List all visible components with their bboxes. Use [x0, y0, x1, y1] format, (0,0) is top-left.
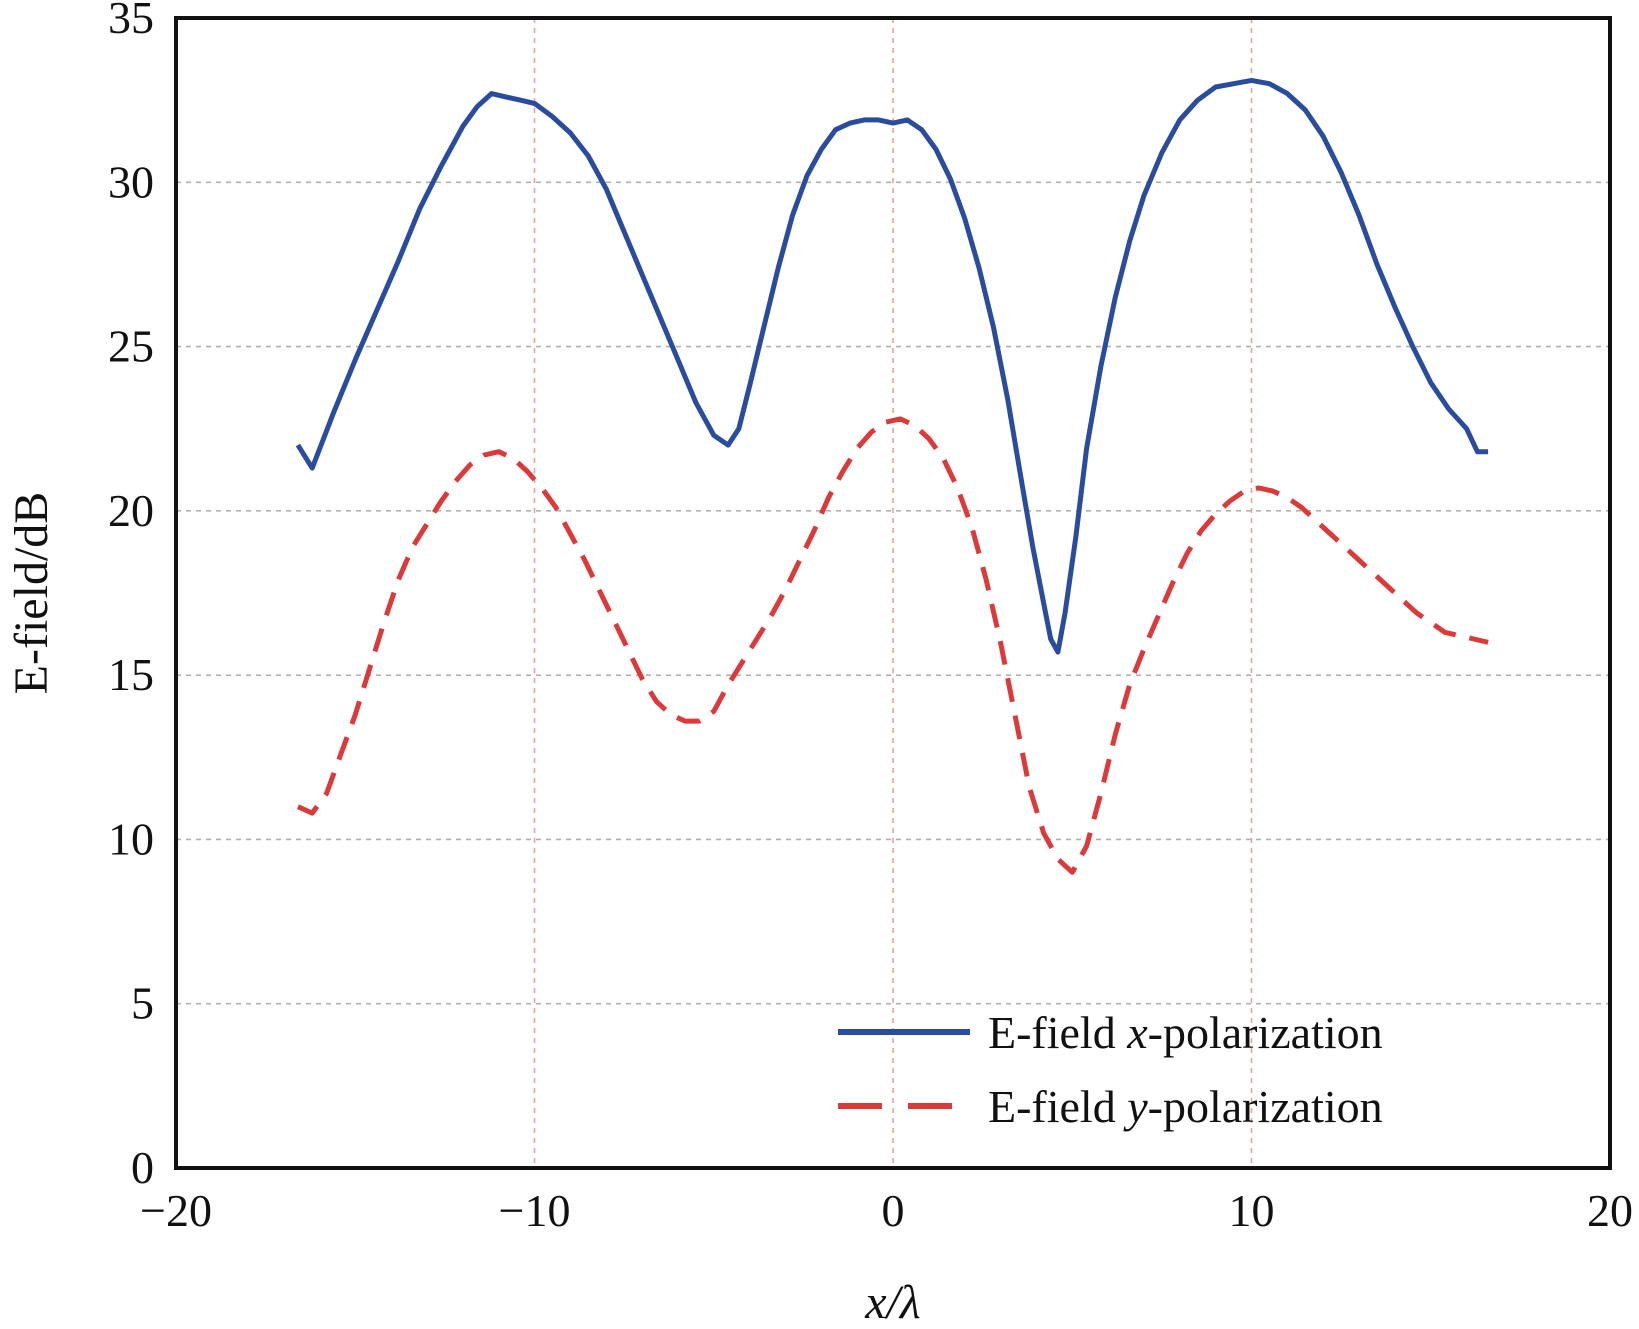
y-tick-label: 30 — [108, 156, 154, 207]
y-tick-label: 15 — [108, 649, 154, 700]
y-tick-label: 5 — [131, 978, 154, 1029]
legend-prefix: E-field — [988, 1081, 1127, 1132]
legend-variable: y — [1123, 1081, 1148, 1132]
series-line-y-polarization — [296, 416, 1489, 875]
x-tick-label: 0 — [882, 1185, 905, 1236]
legend-variable: x — [1126, 1007, 1148, 1058]
series-line-x-polarization — [295, 77, 1489, 655]
tick-labels: −20 −10 0 10 20 0 5 10 15 20 25 30 35 — [108, 0, 1633, 1236]
grid — [176, 18, 1610, 1168]
y-axis-title: E-field/dB — [5, 492, 58, 695]
legend-suffix: -polarization — [1148, 1081, 1383, 1132]
x-tick-label: −20 — [140, 1185, 212, 1236]
y-tick-label: 0 — [131, 1142, 154, 1193]
series-layer — [295, 77, 1489, 875]
legend-prefix: E-field — [988, 1007, 1127, 1058]
y-tick-label: 35 — [108, 0, 154, 43]
x-axis-title-variable: x — [864, 1276, 886, 1329]
legend-label-x-polarization: E-field x-polarization — [988, 1007, 1383, 1058]
x-tick-label: 20 — [1587, 1185, 1633, 1236]
y-tick-label: 10 — [108, 813, 154, 864]
x-axis-title-rest: /λ — [884, 1276, 921, 1329]
legend-suffix: -polarization — [1148, 1007, 1383, 1058]
legend: E-field x-polarization E-field y-polariz… — [838, 1007, 1383, 1132]
legend-label-y-polarization: E-field y-polarization — [988, 1081, 1383, 1132]
y-tick-label: 25 — [108, 321, 154, 372]
y-tick-label: 20 — [108, 485, 154, 536]
x-tick-label: −10 — [499, 1185, 571, 1236]
plot-frame — [174, 16, 1612, 1170]
x-axis-title: x/λ — [864, 1276, 920, 1329]
x-tick-label: 10 — [1229, 1185, 1275, 1236]
